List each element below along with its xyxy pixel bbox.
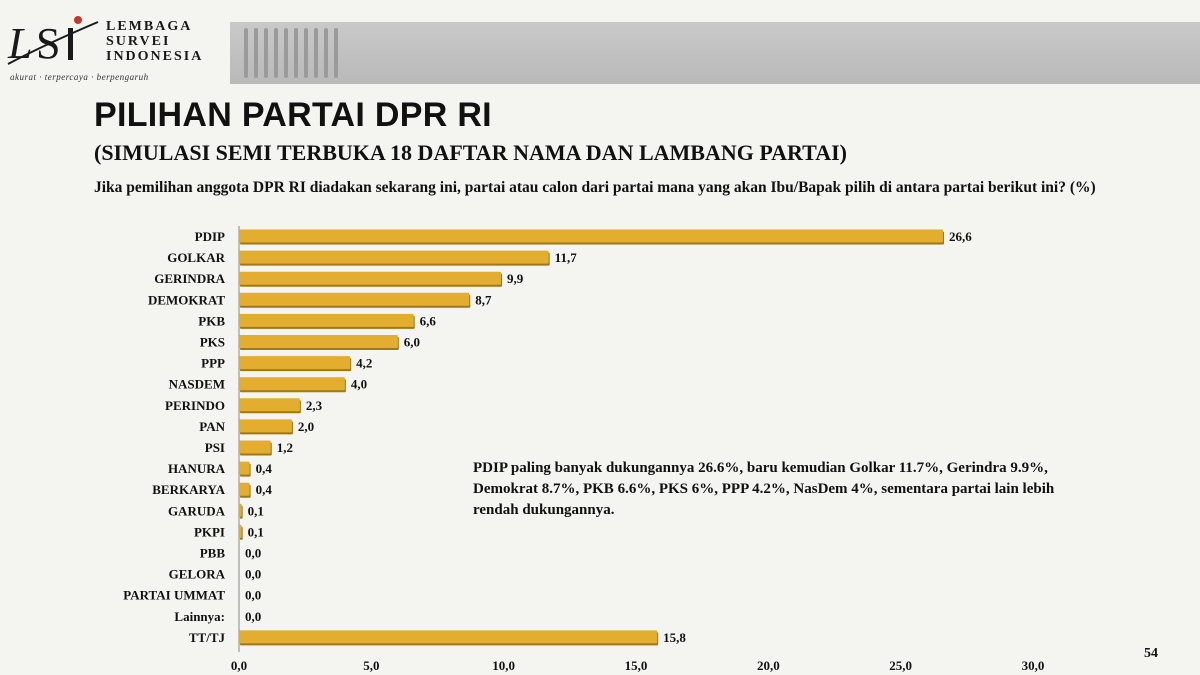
bar-value-label: 0,1: [248, 524, 264, 539]
x-tick-label: 0,0: [231, 658, 247, 673]
x-tick-label: 20,0: [757, 658, 780, 673]
bar: [239, 292, 470, 306]
x-tick-label: 30,0: [1022, 658, 1045, 673]
bar-value-label: 15,8: [663, 630, 686, 645]
category-label: BERKARYA: [152, 482, 225, 497]
category-label: GELORA: [169, 567, 226, 582]
lsi-logo-mark: L S: [7, 16, 99, 68]
category-label: PBB: [200, 546, 226, 561]
category-label: NASDEM: [169, 377, 225, 392]
category-label: GERINDRA: [154, 271, 225, 286]
header-stripe: [244, 28, 248, 78]
bar: [239, 440, 271, 454]
bar: [239, 271, 502, 285]
category-label: PSI: [205, 440, 225, 455]
bar: [239, 482, 250, 496]
bar: [239, 356, 351, 370]
category-label: HANURA: [168, 461, 226, 476]
logo-name-line-3: INDONESIA: [106, 49, 204, 64]
category-label: PERINDO: [165, 398, 225, 413]
bar: [239, 313, 414, 327]
survey-question: Jika pemilihan anggota DPR RI diadakan s…: [94, 179, 1096, 196]
category-label: PKS: [200, 335, 225, 350]
category-label: PKPI: [194, 524, 225, 539]
bar: [239, 398, 300, 412]
header-stripe: [274, 28, 278, 78]
bar-value-label: 4,0: [351, 377, 367, 392]
header-stripe: [304, 28, 308, 78]
bar: [239, 335, 398, 348]
header-stripe: [284, 28, 288, 78]
category-label: PDIP: [195, 229, 225, 244]
bar: [239, 524, 242, 538]
header-stripe: [334, 28, 338, 78]
bar-value-label: 1,2: [277, 440, 293, 455]
bar: [239, 461, 250, 475]
chart-annotation: PDIP paling banyak dukungannya 26.6%, ba…: [473, 460, 1055, 518]
bar-value-label: 0,0: [245, 546, 261, 561]
bar-value-label: 6,0: [404, 335, 420, 350]
category-label: TT/TJ: [189, 630, 226, 645]
x-tick-label: 15,0: [625, 658, 648, 673]
bar-value-label: 2,3: [306, 398, 323, 413]
bar-value-label: 0,0: [245, 609, 261, 624]
page-title: PILIHAN PARTAI DPR RI: [94, 96, 492, 134]
logo-tagline: akurat · terpercaya · berpengaruh: [10, 72, 149, 82]
bar: [239, 503, 242, 517]
bar-value-label: 6,6: [420, 313, 437, 328]
logo-name-line-2: SURVEI: [106, 34, 171, 49]
category-label: Lainnya:: [174, 609, 225, 624]
x-tick-label: 5,0: [363, 658, 379, 673]
page-number: 54: [1144, 646, 1158, 661]
header-stripe: [254, 28, 258, 78]
bar-value-label: 0,1: [248, 503, 264, 518]
header-stripe: [324, 28, 328, 78]
svg-text:L: L: [7, 19, 32, 68]
header-stripes-decoration: [244, 28, 338, 78]
bar-value-label: 0,0: [245, 588, 261, 603]
logo-name-line-1: LEMBAGA: [106, 19, 193, 34]
bar-value-label: 4,2: [356, 356, 372, 371]
bar: [239, 377, 345, 391]
bar: [239, 419, 292, 433]
page-subtitle: (SIMULASI SEMI TERBUKA 18 DAFTAR NAMA DA…: [94, 140, 847, 165]
category-label: PKB: [198, 313, 225, 328]
category-label: PARTAI UMMAT: [123, 588, 225, 603]
category-label: GARUDA: [168, 503, 226, 518]
header-stripe: [264, 28, 268, 78]
category-label: PPP: [201, 356, 225, 371]
bar-value-label: 9,9: [507, 271, 524, 286]
header-stripe: [294, 28, 298, 78]
header-stripe: [314, 28, 318, 78]
x-tick-label: 10,0: [492, 658, 515, 673]
header-band: [230, 22, 1200, 84]
lsi-logo: L S LEMBAGA SURVEI INDONESIA akurat · te…: [6, 14, 226, 94]
bar-value-label: 11,7: [555, 250, 578, 265]
bar-value-label: 0,0: [245, 567, 261, 582]
bar: [239, 630, 658, 644]
bar-value-label: 2,0: [298, 419, 314, 434]
category-label: DEMOKRAT: [148, 292, 225, 307]
bar: [239, 229, 944, 243]
x-tick-label: 25,0: [889, 658, 912, 673]
category-label: PAN: [199, 419, 225, 434]
bar: [239, 250, 549, 264]
bar-value-label: 26,6: [949, 229, 972, 244]
category-label: GOLKAR: [167, 250, 225, 265]
bar-value-label: 0,4: [256, 482, 273, 497]
bar-value-label: 8,7: [475, 292, 492, 307]
bar-value-label: 0,4: [256, 461, 273, 476]
